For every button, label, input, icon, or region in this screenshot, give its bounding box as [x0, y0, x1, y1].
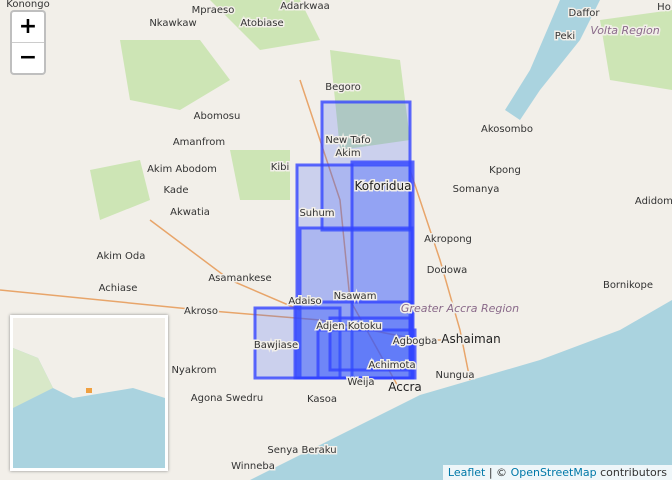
- place-label: Nkawkaw: [149, 18, 196, 29]
- place-label: Somanya: [453, 184, 500, 195]
- place-label: Daffor: [569, 8, 601, 19]
- place-label: Achimota: [368, 360, 415, 371]
- place-label: Adjen Kotoku: [316, 321, 382, 332]
- place-label: Akim Abodom: [147, 164, 217, 175]
- place-label: Mpraeso: [192, 5, 235, 16]
- place-label: Achiase: [99, 283, 138, 294]
- minimap[interactable]: [10, 315, 168, 471]
- region-label: Volta Region: [590, 24, 659, 37]
- place-label: Nyakrom: [171, 365, 216, 376]
- place-label: Amanfrom: [173, 137, 225, 148]
- place-label: Kpong: [489, 165, 521, 176]
- place-label: Akwatia: [170, 207, 210, 218]
- place-label: Dodowa: [427, 265, 468, 276]
- forest: [90, 0, 672, 220]
- place-label: Akosombo: [481, 124, 533, 135]
- place-label: Suhum: [299, 208, 334, 219]
- place-label: Ashaiman: [441, 332, 500, 346]
- place-label: Agona Swedru: [191, 393, 263, 404]
- place-label: New Tafo: [325, 135, 370, 146]
- areas[interactable]: [253, 100, 417, 380]
- place-label: Senya Beraku: [267, 445, 336, 456]
- place-label: Begoro: [325, 82, 361, 93]
- place-label: Akropong: [424, 234, 472, 245]
- minimap-layer: [13, 318, 165, 408]
- region-label: Greater Accra Region: [401, 302, 519, 315]
- place-label: Abomosu: [194, 111, 241, 122]
- place-label: Bornikope: [603, 280, 653, 291]
- attribution-separator: | ©: [488, 466, 508, 479]
- place-label: Weija: [347, 377, 374, 388]
- osm-link[interactable]: OpenStreetMap: [510, 466, 597, 479]
- leaflet-link[interactable]: Leaflet: [447, 466, 486, 479]
- place-label: Atobiase: [240, 18, 283, 29]
- zoom-in[interactable]: +: [12, 12, 44, 43]
- place-label: Adarkwaa: [280, 1, 329, 12]
- place-label: Akroso: [184, 306, 218, 317]
- place-label: Ho: [657, 2, 671, 13]
- place-label: Accra: [388, 380, 421, 394]
- place-label: Akim: [335, 148, 360, 159]
- lake: [505, 0, 600, 120]
- place-label: Kade: [163, 185, 188, 196]
- place-label: Nsawam: [334, 291, 377, 302]
- sea: [250, 300, 672, 480]
- attribution-suffix: contributors: [600, 466, 667, 479]
- place-label: Koforidua: [354, 179, 411, 193]
- place-label: Kasoa: [307, 394, 337, 405]
- place-label: Bawjiase: [254, 340, 298, 351]
- place-label: Asamankese: [208, 273, 271, 284]
- place-label: Akim Oda: [97, 251, 146, 262]
- place-label: Nungua: [436, 370, 475, 381]
- zoom-out[interactable]: −: [18, 45, 38, 70]
- place-label: Konongo: [6, 0, 49, 10]
- place-label: Winneba: [231, 461, 275, 472]
- place-label: Kibi: [271, 162, 289, 173]
- zoom-control: + −: [10, 10, 46, 75]
- attribution: Leaflet | © OpenStreetMap contributors: [442, 465, 672, 480]
- place-label: Peki: [555, 31, 575, 42]
- roads: [0, 79, 500, 391]
- place-label: Adaiso: [288, 296, 321, 307]
- place-label: Agbogba: [393, 336, 437, 347]
- place-label: Adidome: [635, 196, 672, 207]
